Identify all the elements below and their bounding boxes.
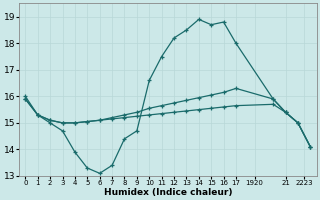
X-axis label: Humidex (Indice chaleur): Humidex (Indice chaleur) [104,188,232,197]
